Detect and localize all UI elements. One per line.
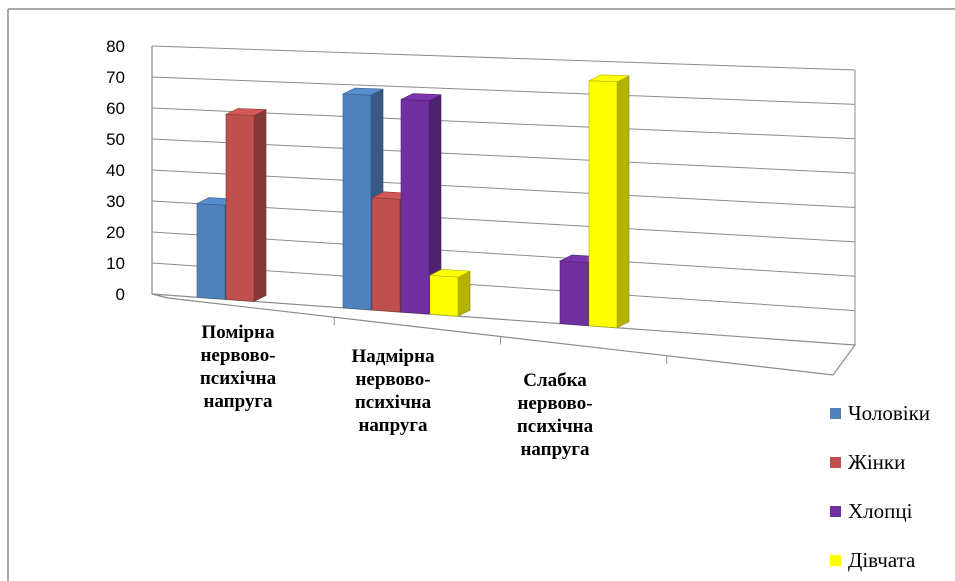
gridline	[151, 45, 856, 71]
y-tick-label: 40	[106, 161, 125, 180]
legend-swatch	[830, 408, 841, 419]
axes	[151, 46, 857, 376]
category-labels: Помірна нервово-психічна напруга Надмірна не…	[200, 322, 594, 460]
y-tick-label: 0	[116, 285, 125, 304]
category-label: Надмірна нервово-психічна напруга	[351, 346, 435, 436]
category-label: Слабка нервово-психічна напруга	[517, 370, 594, 460]
category-label: Помірна нервово-психічна напруга	[200, 322, 277, 412]
gridline	[151, 169, 856, 208]
y-tick-label: 30	[106, 192, 125, 211]
gridline	[151, 231, 856, 277]
legend-swatch	[830, 506, 841, 517]
gridline	[151, 107, 856, 140]
gridline	[151, 200, 856, 243]
legend-swatch	[830, 457, 841, 468]
gridline	[151, 76, 856, 105]
bar	[588, 74, 630, 329]
y-tick-labels: 0 10 20 30 40 50 60 70 80	[106, 37, 125, 304]
bars	[195, 74, 630, 329]
y-tick-label: 10	[106, 254, 125, 273]
gridlines	[151, 45, 856, 312]
legend-label: Чоловіки	[848, 401, 930, 425]
legend-label: Жінки	[848, 450, 905, 474]
legend: Чоловіки Жінки Хлопці Дівчата	[830, 401, 930, 572]
y-tick-label: 60	[106, 99, 125, 118]
bar	[428, 269, 472, 317]
y-tick-label: 50	[106, 130, 125, 149]
y-tick-label: 20	[106, 223, 125, 242]
legend-label: Дівчата	[848, 548, 916, 572]
gridline	[151, 138, 856, 174]
legend-label: Хлопці	[848, 499, 913, 523]
gridline	[151, 262, 856, 312]
floor-plane	[151, 293, 857, 376]
y-tick-label: 70	[106, 68, 125, 87]
y-tick-label: 80	[106, 37, 125, 56]
legend-swatch	[830, 555, 841, 566]
bar	[224, 108, 268, 302]
